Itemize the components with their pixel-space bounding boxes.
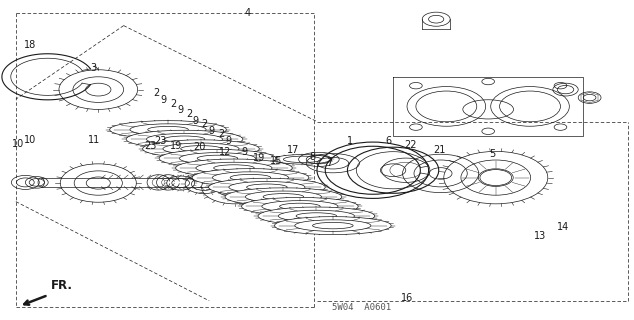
Text: 4: 4 <box>244 8 250 18</box>
Text: 9: 9 <box>177 105 183 116</box>
Text: 2: 2 <box>153 88 160 99</box>
Text: 20: 20 <box>193 141 206 152</box>
Text: 9: 9 <box>241 147 247 157</box>
Ellipse shape <box>258 207 375 225</box>
Text: 23: 23 <box>154 136 167 147</box>
Text: 3: 3 <box>91 63 97 73</box>
Text: 16: 16 <box>401 293 413 303</box>
Ellipse shape <box>110 121 226 139</box>
Ellipse shape <box>143 140 259 158</box>
Text: 5W04  A0601: 5W04 A0601 <box>332 303 391 312</box>
Ellipse shape <box>192 169 309 187</box>
Text: 10: 10 <box>24 135 37 145</box>
Text: 9: 9 <box>160 95 167 106</box>
Text: 15: 15 <box>269 156 282 166</box>
Text: 18: 18 <box>24 40 37 51</box>
Text: 11: 11 <box>87 135 100 145</box>
Ellipse shape <box>225 188 342 206</box>
Text: 9: 9 <box>209 126 215 136</box>
Text: 7: 7 <box>327 158 333 168</box>
Text: 10: 10 <box>11 139 24 149</box>
Ellipse shape <box>176 159 292 177</box>
Text: 2: 2 <box>186 108 192 119</box>
Ellipse shape <box>126 130 243 148</box>
Text: 6: 6 <box>385 136 391 147</box>
Text: 1: 1 <box>347 136 353 146</box>
Text: 14: 14 <box>557 222 569 232</box>
Text: 2: 2 <box>170 99 176 109</box>
Ellipse shape <box>242 197 358 215</box>
Ellipse shape <box>159 149 276 167</box>
Text: 19: 19 <box>170 141 183 151</box>
Text: 19: 19 <box>252 153 265 163</box>
Text: 22: 22 <box>404 140 417 150</box>
Text: 2: 2 <box>202 118 208 129</box>
Ellipse shape <box>209 178 325 196</box>
Text: 17: 17 <box>287 145 299 156</box>
Text: 21: 21 <box>433 145 446 156</box>
Text: 9: 9 <box>225 136 231 147</box>
Text: 9: 9 <box>193 116 199 126</box>
Text: 2: 2 <box>218 129 224 140</box>
Ellipse shape <box>275 217 391 235</box>
Text: FR.: FR. <box>51 279 73 292</box>
Text: 13: 13 <box>534 231 547 241</box>
Text: 12: 12 <box>219 147 231 157</box>
Text: 8: 8 <box>309 152 316 162</box>
Text: 23: 23 <box>145 140 157 151</box>
Text: 5: 5 <box>489 149 495 159</box>
